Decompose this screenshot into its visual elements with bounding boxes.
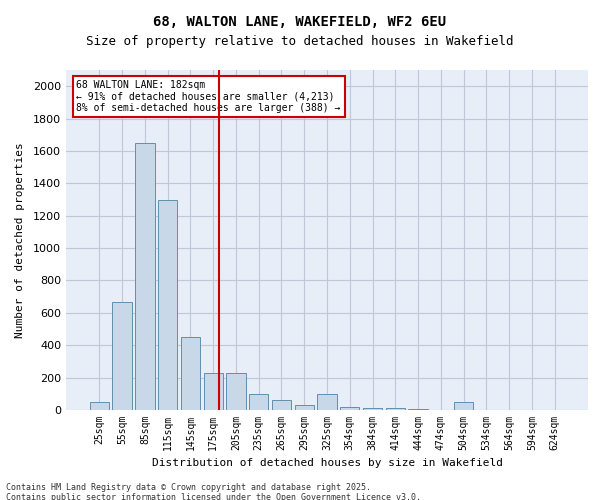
- Text: Contains public sector information licensed under the Open Government Licence v3: Contains public sector information licen…: [6, 493, 421, 500]
- Text: Size of property relative to detached houses in Wakefield: Size of property relative to detached ho…: [86, 35, 514, 48]
- Bar: [181, 337, 200, 410]
- Bar: [112, 302, 132, 410]
- Bar: [386, 408, 405, 410]
- Text: 68, WALTON LANE, WAKEFIELD, WF2 6EU: 68, WALTON LANE, WAKEFIELD, WF2 6EU: [154, 15, 446, 29]
- Text: 68 WALTON LANE: 182sqm
← 91% of detached houses are smaller (4,213)
8% of semi-d: 68 WALTON LANE: 182sqm ← 91% of detached…: [76, 80, 341, 114]
- Bar: [272, 400, 291, 410]
- Bar: [135, 143, 155, 410]
- Bar: [454, 402, 473, 410]
- X-axis label: Distribution of detached houses by size in Wakefield: Distribution of detached houses by size …: [151, 458, 503, 468]
- Bar: [249, 394, 268, 410]
- Bar: [363, 408, 382, 410]
- Bar: [90, 402, 109, 410]
- Bar: [158, 200, 178, 410]
- Y-axis label: Number of detached properties: Number of detached properties: [14, 142, 25, 338]
- Bar: [226, 373, 245, 410]
- Bar: [317, 394, 337, 410]
- Bar: [340, 407, 359, 410]
- Text: Contains HM Land Registry data © Crown copyright and database right 2025.: Contains HM Land Registry data © Crown c…: [6, 483, 371, 492]
- Bar: [409, 409, 428, 410]
- Bar: [203, 373, 223, 410]
- Bar: [295, 405, 314, 410]
